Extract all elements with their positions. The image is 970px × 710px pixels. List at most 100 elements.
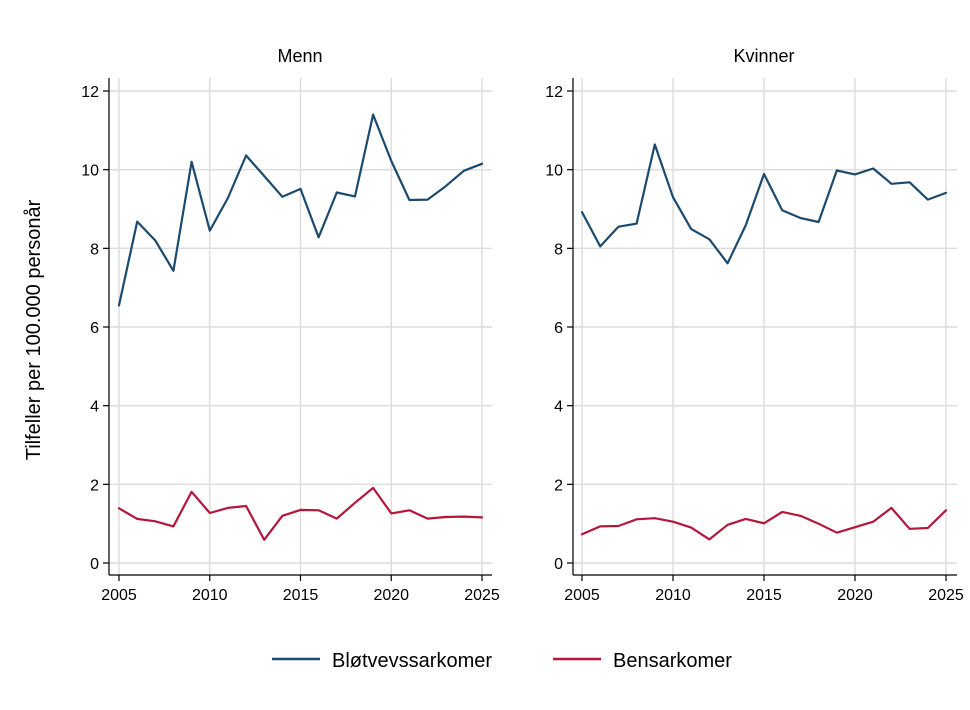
y-tick-label: 12: [81, 84, 99, 101]
data-point-bl-tvevssarkomer: [318, 236, 320, 238]
data-point-bensarkomer: [708, 538, 710, 540]
x-tick-label: 2020: [837, 587, 873, 604]
data-point-bensarkomer: [408, 509, 410, 511]
data-point-bensarkomer: [245, 505, 247, 507]
data-point-bl-tvevssarkomer: [909, 181, 911, 183]
legend-label-bensarkomer: Bensarkomer: [613, 650, 732, 672]
panel-kvinner: Kvinner 0 2 4 6 8 10 12 2005 2010 2015 2020 2025: [545, 46, 964, 604]
data-point-bl-tvevssarkomer: [245, 154, 247, 156]
data-point-bensarkomer: [318, 509, 320, 511]
data-point-bensarkomer: [909, 528, 911, 530]
data-point-bl-tvevssarkomer: [372, 114, 374, 116]
legend: Bløtvevssarkomer Bensarkomer: [272, 650, 732, 672]
data-point-bl-tvevssarkomer: [708, 238, 710, 240]
data-point-bensarkomer: [354, 502, 356, 504]
y-tick-label: 12: [545, 84, 563, 101]
data-point-bensarkomer: [445, 516, 447, 518]
data-point-bl-tvevssarkomer: [927, 198, 929, 200]
data-point-bl-tvevssarkomer: [690, 228, 692, 230]
x-tick-label: 2015: [283, 587, 319, 604]
y-tick-label: 4: [554, 399, 563, 416]
data-point-bl-tvevssarkomer: [354, 195, 356, 197]
data-point-bl-tvevssarkomer: [727, 262, 729, 264]
data-point-bensarkomer: [390, 512, 392, 514]
data-point-bl-tvevssarkomer: [154, 239, 156, 241]
data-point-bl-tvevssarkomer: [136, 220, 138, 222]
data-point-bl-tvevssarkomer: [172, 270, 174, 272]
y-tick-label: 2: [554, 477, 563, 494]
data-point-bensarkomer: [581, 533, 583, 535]
data-point-bl-tvevssarkomer: [745, 224, 747, 226]
data-point-bensarkomer: [617, 525, 619, 527]
data-point-bl-tvevssarkomer: [617, 226, 619, 228]
x-tick-label: 2020: [373, 587, 409, 604]
data-point-bl-tvevssarkomer: [263, 175, 265, 177]
data-point-bensarkomer: [336, 517, 338, 519]
legend-label-bl-tvevssarkomer: Bløtvevssarkomer: [332, 650, 492, 672]
series-line-bl-tvevssarkomer: [580, 143, 948, 265]
data-point-bensarkomer: [599, 525, 601, 527]
x-tick-label: 2010: [655, 587, 691, 604]
data-point-bensarkomer: [781, 511, 783, 513]
y-axis-label: Tilfeller per 100.000 personår: [23, 199, 45, 460]
data-point-bl-tvevssarkomer: [299, 188, 301, 190]
y-tick-label: 6: [554, 320, 563, 337]
data-point-bl-tvevssarkomer: [445, 185, 447, 187]
y-tick-label: 10: [81, 163, 99, 180]
y-tick-label: 10: [545, 163, 563, 180]
data-point-bensarkomer: [799, 515, 801, 517]
data-point-bl-tvevssarkomer: [390, 160, 392, 162]
data-point-bl-tvevssarkomer: [781, 209, 783, 211]
data-point-bensarkomer: [763, 522, 765, 524]
data-point-bl-tvevssarkomer: [654, 143, 656, 145]
y-tick-label: 4: [90, 399, 99, 416]
data-point-bl-tvevssarkomer: [636, 222, 638, 224]
data-point-bensarkomer: [227, 507, 229, 509]
data-point-bl-tvevssarkomer: [581, 211, 583, 213]
series-line-bl-tvevssarkomer: [117, 113, 484, 307]
data-point-bl-tvevssarkomer: [463, 170, 465, 172]
data-point-bl-tvevssarkomer: [818, 221, 820, 223]
data-point-bensarkomer: [426, 517, 428, 519]
data-point-bl-tvevssarkomer: [191, 161, 193, 163]
data-point-bensarkomer: [636, 518, 638, 520]
data-point-bensarkomer: [745, 518, 747, 520]
x-tick-label: 2025: [464, 587, 500, 604]
data-point-bensarkomer: [372, 487, 374, 489]
data-point-bl-tvevssarkomer: [872, 167, 874, 169]
data-point-bensarkomer: [690, 527, 692, 529]
y-tick-label: 0: [90, 556, 99, 573]
data-point-bensarkomer: [836, 532, 838, 534]
data-point-bensarkomer: [727, 524, 729, 526]
x-tick-label: 2005: [564, 587, 600, 604]
data-point-bensarkomer: [209, 512, 211, 514]
data-point-bl-tvevssarkomer: [227, 197, 229, 199]
data-point-bl-tvevssarkomer: [481, 163, 483, 165]
x-tick-label: 2025: [928, 587, 964, 604]
data-point-bensarkomer: [854, 526, 856, 528]
data-point-bensarkomer: [481, 516, 483, 518]
data-point-bensarkomer: [136, 518, 138, 520]
data-point-bl-tvevssarkomer: [118, 304, 120, 306]
data-point-bensarkomer: [299, 509, 301, 511]
y-tick-label: 6: [90, 320, 99, 337]
data-point-bensarkomer: [927, 527, 929, 529]
data-point-bensarkomer: [463, 515, 465, 517]
data-point-bensarkomer: [281, 515, 283, 517]
y-tick-label: 2: [90, 477, 99, 494]
data-point-bensarkomer: [890, 507, 892, 509]
data-point-bensarkomer: [118, 507, 120, 509]
legend-item-bl-tvevssarkomer: Bløtvevssarkomer: [272, 650, 492, 672]
data-point-bl-tvevssarkomer: [281, 196, 283, 198]
data-point-bl-tvevssarkomer: [336, 191, 338, 193]
y-tick-label: 8: [90, 241, 99, 258]
panel-title-kvinner: Kvinner: [733, 46, 794, 66]
panel-menn: Menn 0 2 4 6 8 10 12 2005 2010 2015 2020 2025: [81, 46, 500, 604]
series-line-bensarkomer: [580, 506, 948, 541]
data-point-bl-tvevssarkomer: [209, 230, 211, 232]
data-point-bensarkomer: [654, 517, 656, 519]
data-point-bl-tvevssarkomer: [599, 245, 601, 247]
data-point-bl-tvevssarkomer: [672, 196, 674, 198]
